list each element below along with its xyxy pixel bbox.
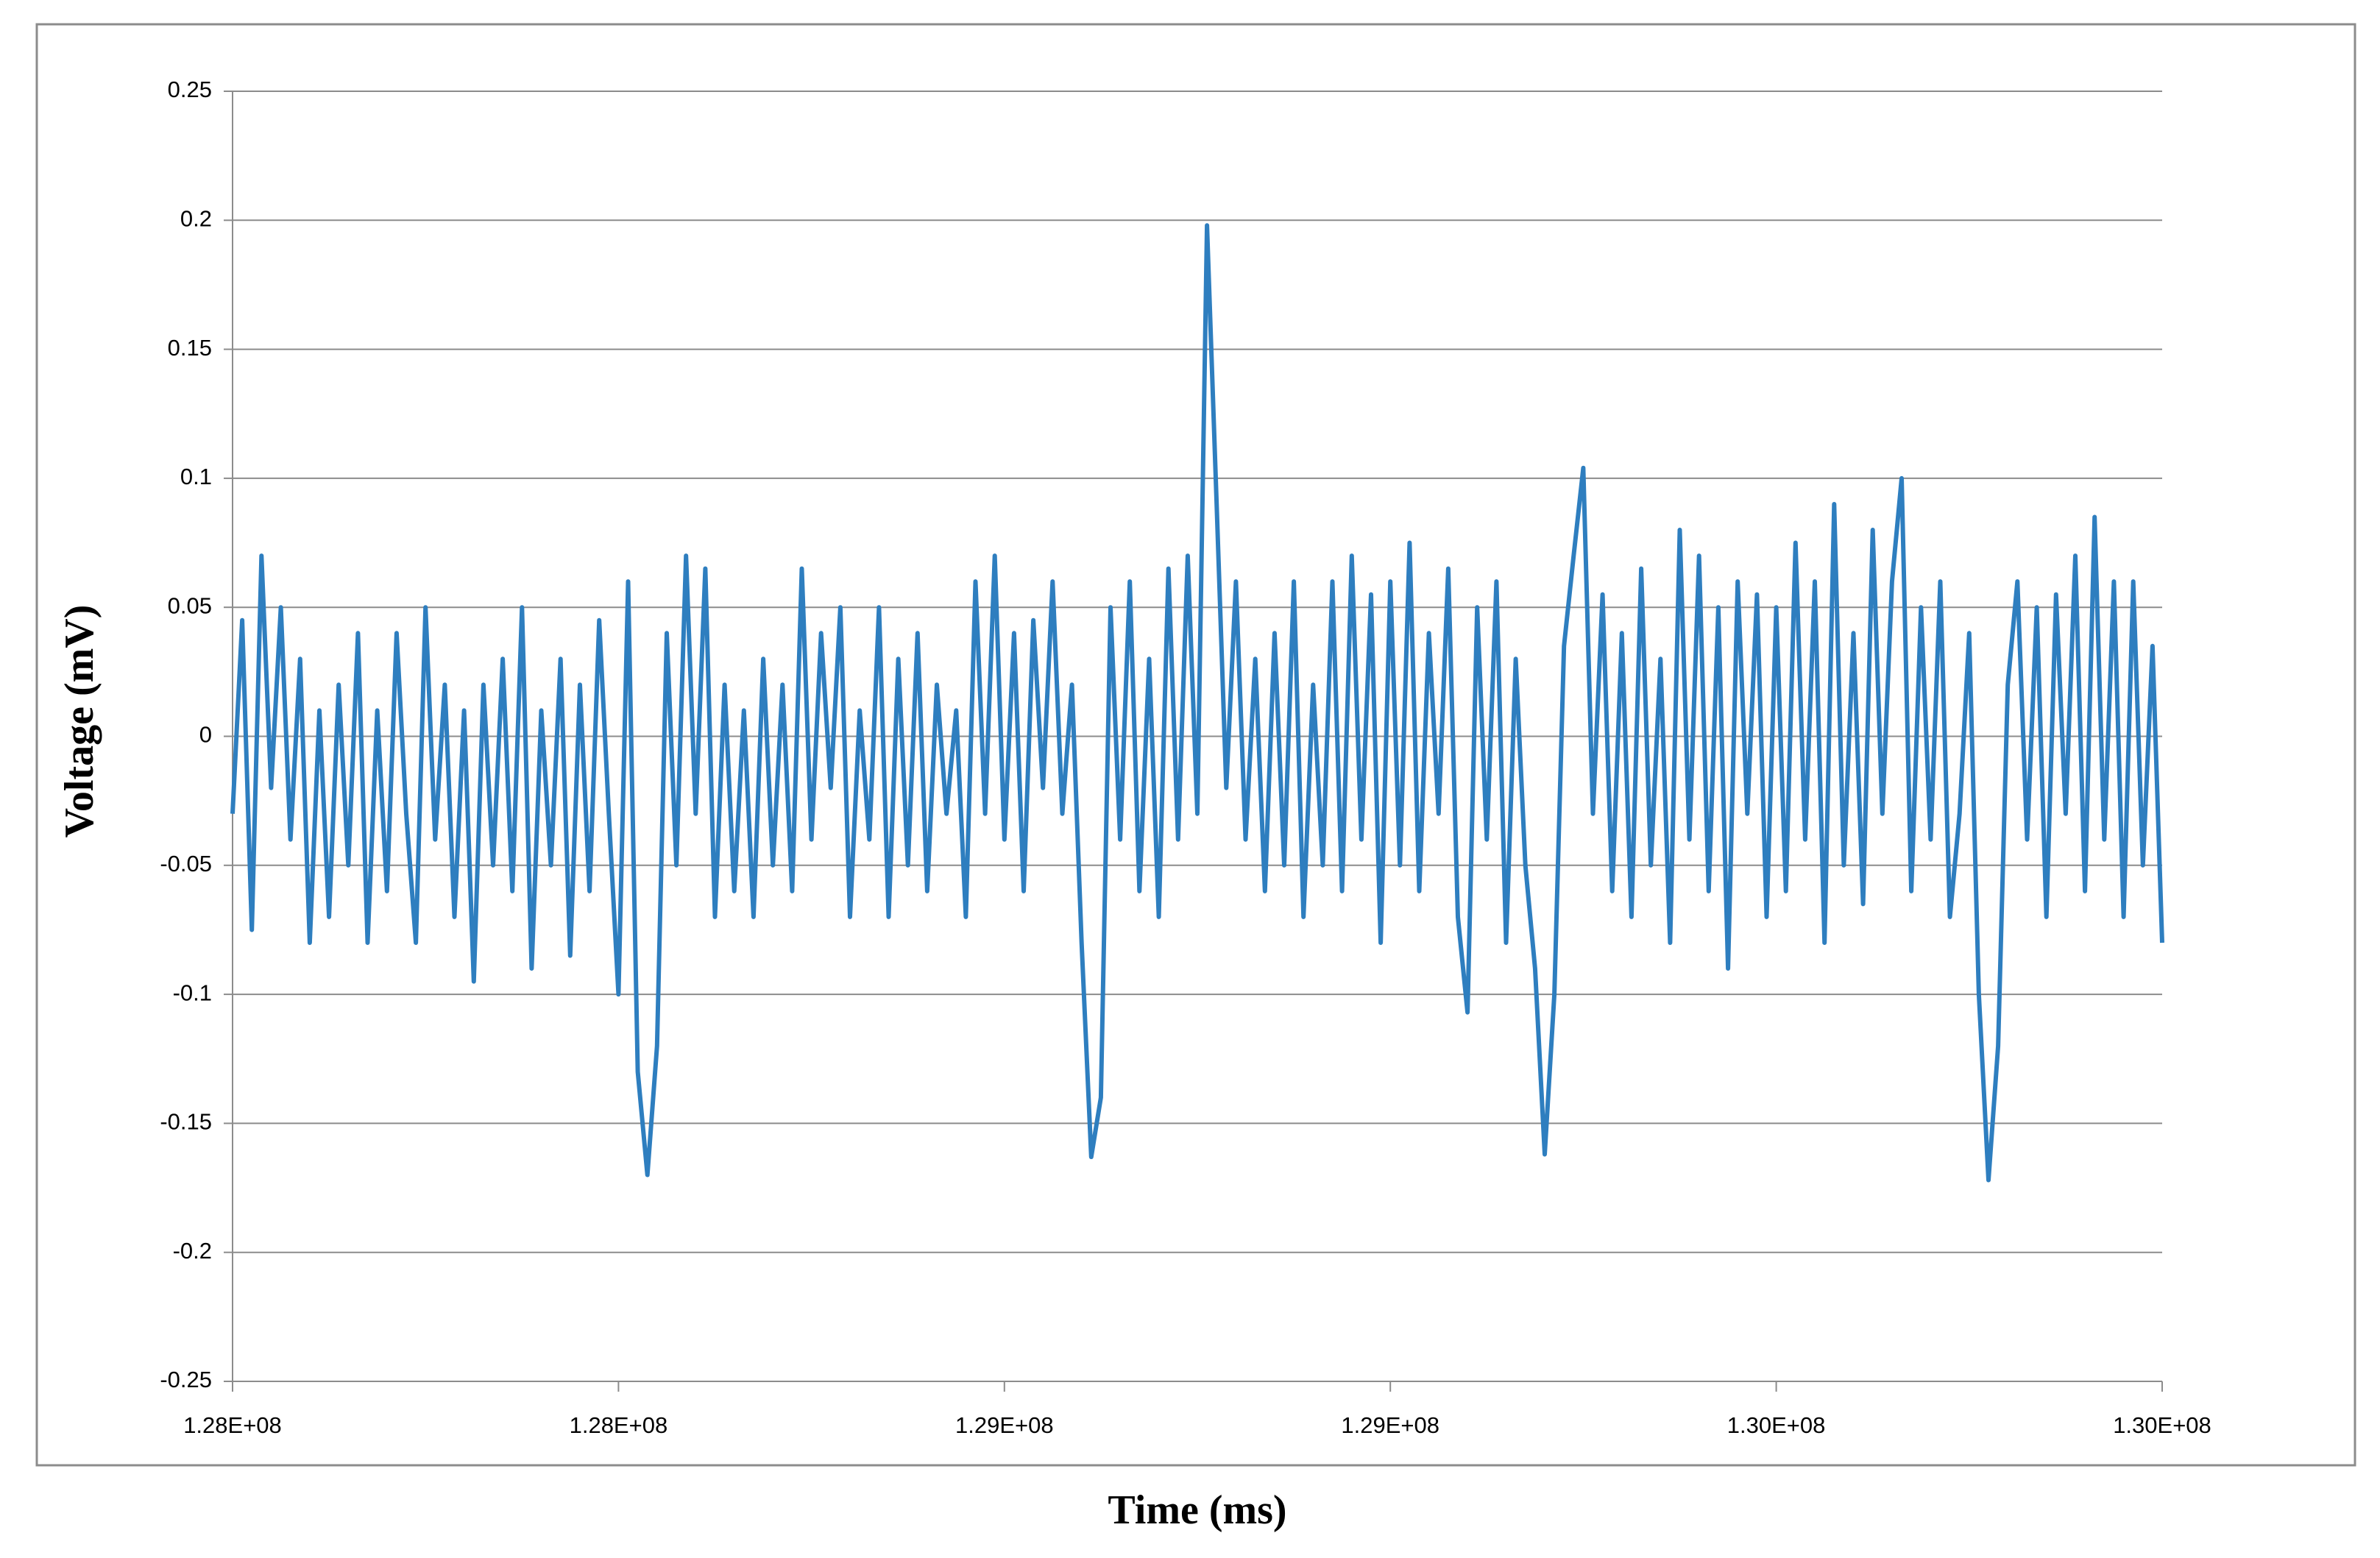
x-tick-label: 1.30E+08 (2113, 1412, 2211, 1438)
data-line (230, 223, 2164, 1183)
y-tick-label: 0.25 (168, 77, 212, 102)
x-tick-label: 1.28E+08 (570, 1412, 668, 1438)
y-axis-title: Voltage (mV) (57, 605, 102, 838)
x-tick-label: 1.29E+08 (955, 1412, 1054, 1438)
y-tick-label: -0.15 (160, 1109, 212, 1135)
y-tick-label: -0.05 (160, 851, 212, 877)
y-tick-label: 0.05 (168, 592, 212, 618)
y-tick-label: -0.1 (173, 980, 212, 1005)
y-tick-label: -0.25 (160, 1367, 212, 1392)
x-tick-label: 1.30E+08 (1727, 1412, 1826, 1438)
x-tick-label: 1.29E+08 (1341, 1412, 1439, 1438)
y-tick-label: 0.2 (180, 205, 212, 231)
y-tick-label: 0.15 (168, 335, 212, 361)
y-tick-label: 0.1 (180, 464, 212, 489)
chart-frame (35, 23, 2356, 1467)
y-tick-label: 0 (199, 722, 212, 748)
x-axis-title: Time (ms) (1108, 1487, 1286, 1533)
x-tick-label: 1.28E+08 (183, 1412, 282, 1438)
y-tick-label: -0.2 (173, 1238, 212, 1264)
